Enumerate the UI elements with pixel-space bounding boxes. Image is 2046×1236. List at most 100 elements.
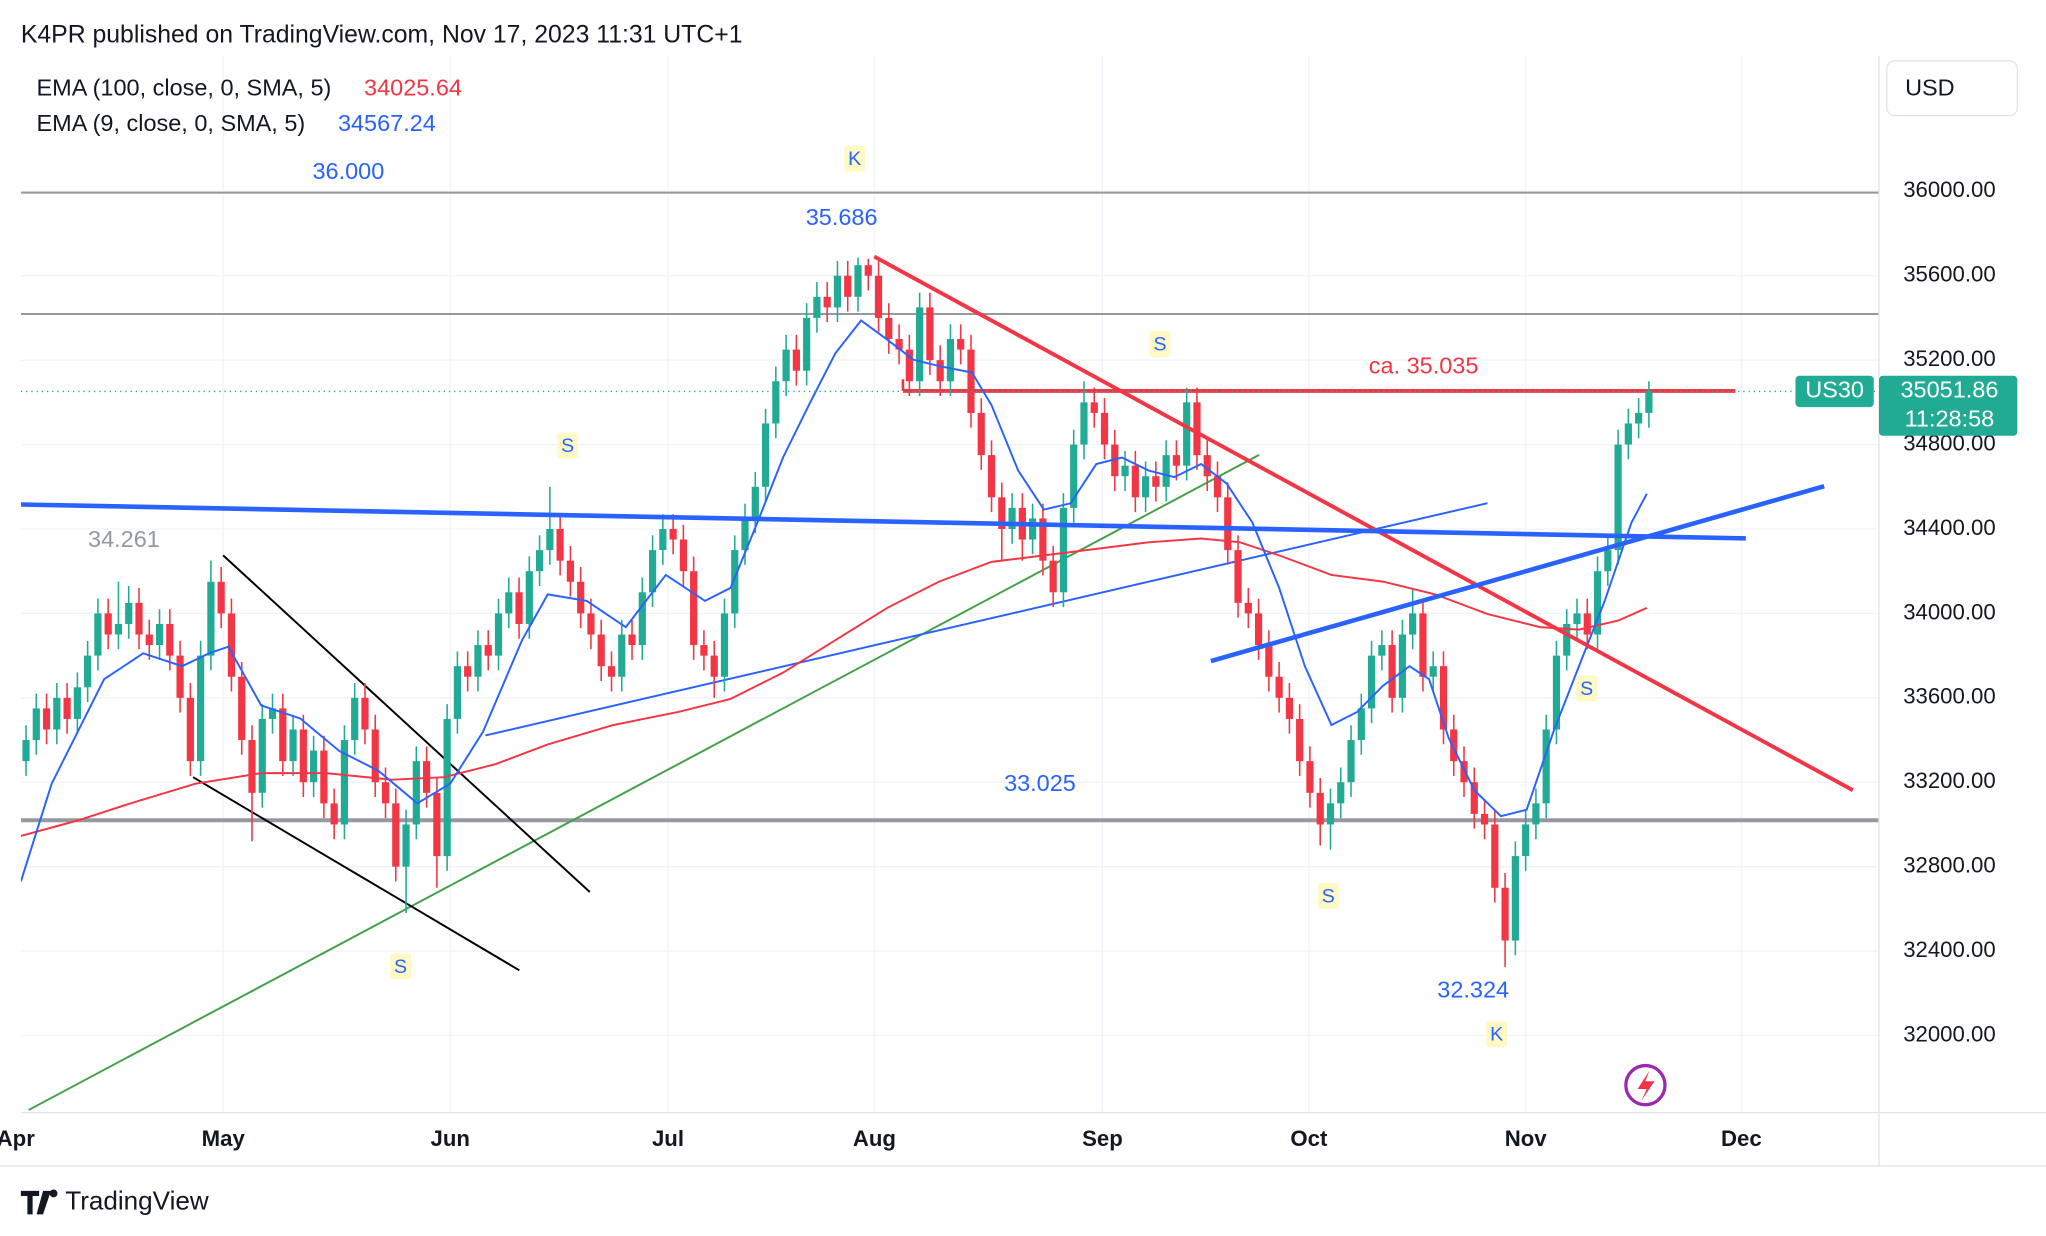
x-tick-label: Aug [853, 1126, 896, 1151]
candle-body [114, 623, 123, 635]
candle-body [556, 528, 564, 561]
candle-body [1357, 708, 1365, 741]
marker-bg [1149, 330, 1171, 358]
candle-body [268, 708, 277, 719]
candle-body [227, 613, 236, 677]
candle-body [412, 761, 420, 825]
price-tag [1878, 375, 2018, 436]
countdown: 11:28:58 [1905, 405, 1995, 431]
y-tick-label: 35600.00 [1903, 262, 1995, 287]
candle-body [433, 792, 441, 857]
candle-body [176, 655, 184, 698]
candle-body [320, 750, 328, 804]
candle-body [1409, 613, 1417, 635]
annotation: 32.324 [1437, 976, 1509, 1002]
candle-body [1429, 666, 1437, 677]
trend-line [1210, 484, 1825, 664]
candle-body [330, 803, 338, 825]
candle-body [299, 729, 307, 783]
marker-bg [844, 145, 866, 172]
candle-body [1172, 455, 1181, 466]
candle-body [84, 655, 92, 688]
candle-body [258, 718, 266, 793]
candle-body [186, 697, 194, 762]
candle-body [1059, 507, 1068, 593]
y-tick-label: 32800.00 [1903, 853, 1995, 878]
candle-body [453, 666, 462, 719]
alert-icon[interactable] [1624, 1063, 1667, 1107]
candle-body [94, 613, 102, 656]
candle-body [864, 265, 872, 276]
y-tick-label: 33600.00 [1903, 684, 1995, 709]
currency: USD [1905, 75, 1955, 101]
candle-body [1183, 402, 1191, 466]
currency-box[interactable] [1886, 60, 2018, 117]
candle-body [628, 634, 636, 646]
annotation: ca. 35.035 [1369, 353, 1479, 379]
candle-body [1563, 623, 1571, 656]
candle-body [371, 729, 379, 783]
candle-body [423, 761, 431, 793]
candle-body [1635, 412, 1643, 424]
candle-body [1142, 476, 1150, 498]
legend-name: EMA (9, close, 0, SMA, 5) [37, 110, 306, 136]
candle-body [1039, 518, 1047, 561]
candle-body [690, 571, 698, 646]
x-tick-label: Sep [1082, 1126, 1123, 1151]
candle-body [494, 613, 503, 656]
annotation: 36.000 [312, 158, 384, 184]
candle-body [669, 528, 677, 540]
candle-body [22, 740, 30, 762]
candle-body [844, 275, 852, 297]
candle-body [1244, 602, 1252, 614]
candle-body [207, 581, 215, 656]
candle-body [1326, 803, 1335, 825]
candle-body [525, 571, 533, 624]
candle-body [936, 360, 944, 382]
x-tick-label: Dec [1721, 1126, 1762, 1151]
footer: TradingView [65, 1185, 209, 1215]
candle-body [659, 528, 667, 551]
trend-line [873, 254, 1854, 792]
annotation: 34.261 [88, 526, 160, 552]
candle-body [484, 645, 492, 656]
candle-body [761, 423, 770, 487]
candle-body [833, 275, 842, 308]
x-tick-label: Nov [1505, 1126, 1548, 1151]
candle-body [1378, 645, 1386, 656]
y-tick-label: 36000.00 [1903, 177, 1995, 202]
candle-body [1131, 465, 1139, 498]
y-tick-label: 35200.00 [1903, 346, 1995, 371]
marker: K [848, 148, 861, 170]
candle-body [392, 803, 400, 867]
candle-body [1614, 444, 1622, 551]
candle-body [1080, 402, 1088, 445]
candle-body [248, 740, 256, 793]
candle-body [402, 824, 410, 867]
ema-line [20, 537, 1648, 837]
candle-body [977, 412, 985, 456]
candle-body [1501, 887, 1509, 941]
candle-body [1532, 803, 1540, 825]
marker: S [1153, 333, 1166, 355]
candle-body [351, 697, 359, 741]
legend-value: 34025.64 [364, 75, 462, 101]
candle-body [1419, 613, 1427, 677]
candle-body [1111, 444, 1119, 477]
candle-body [957, 339, 965, 350]
candle-body [474, 645, 482, 677]
candle-body [1224, 497, 1232, 551]
candle-body [607, 666, 616, 677]
marker: S [1580, 678, 1593, 700]
candle-body [1275, 676, 1283, 698]
annotation: 33.025 [1004, 770, 1076, 796]
candle-body [587, 613, 595, 635]
candle-body [967, 349, 975, 413]
y-tick-label: 34000.00 [1903, 599, 1995, 624]
y-tick-label: 32400.00 [1903, 937, 1995, 962]
candle-body [1480, 813, 1489, 825]
candle-body [145, 634, 153, 646]
candle-body [679, 539, 687, 572]
logo [20, 1189, 58, 1215]
